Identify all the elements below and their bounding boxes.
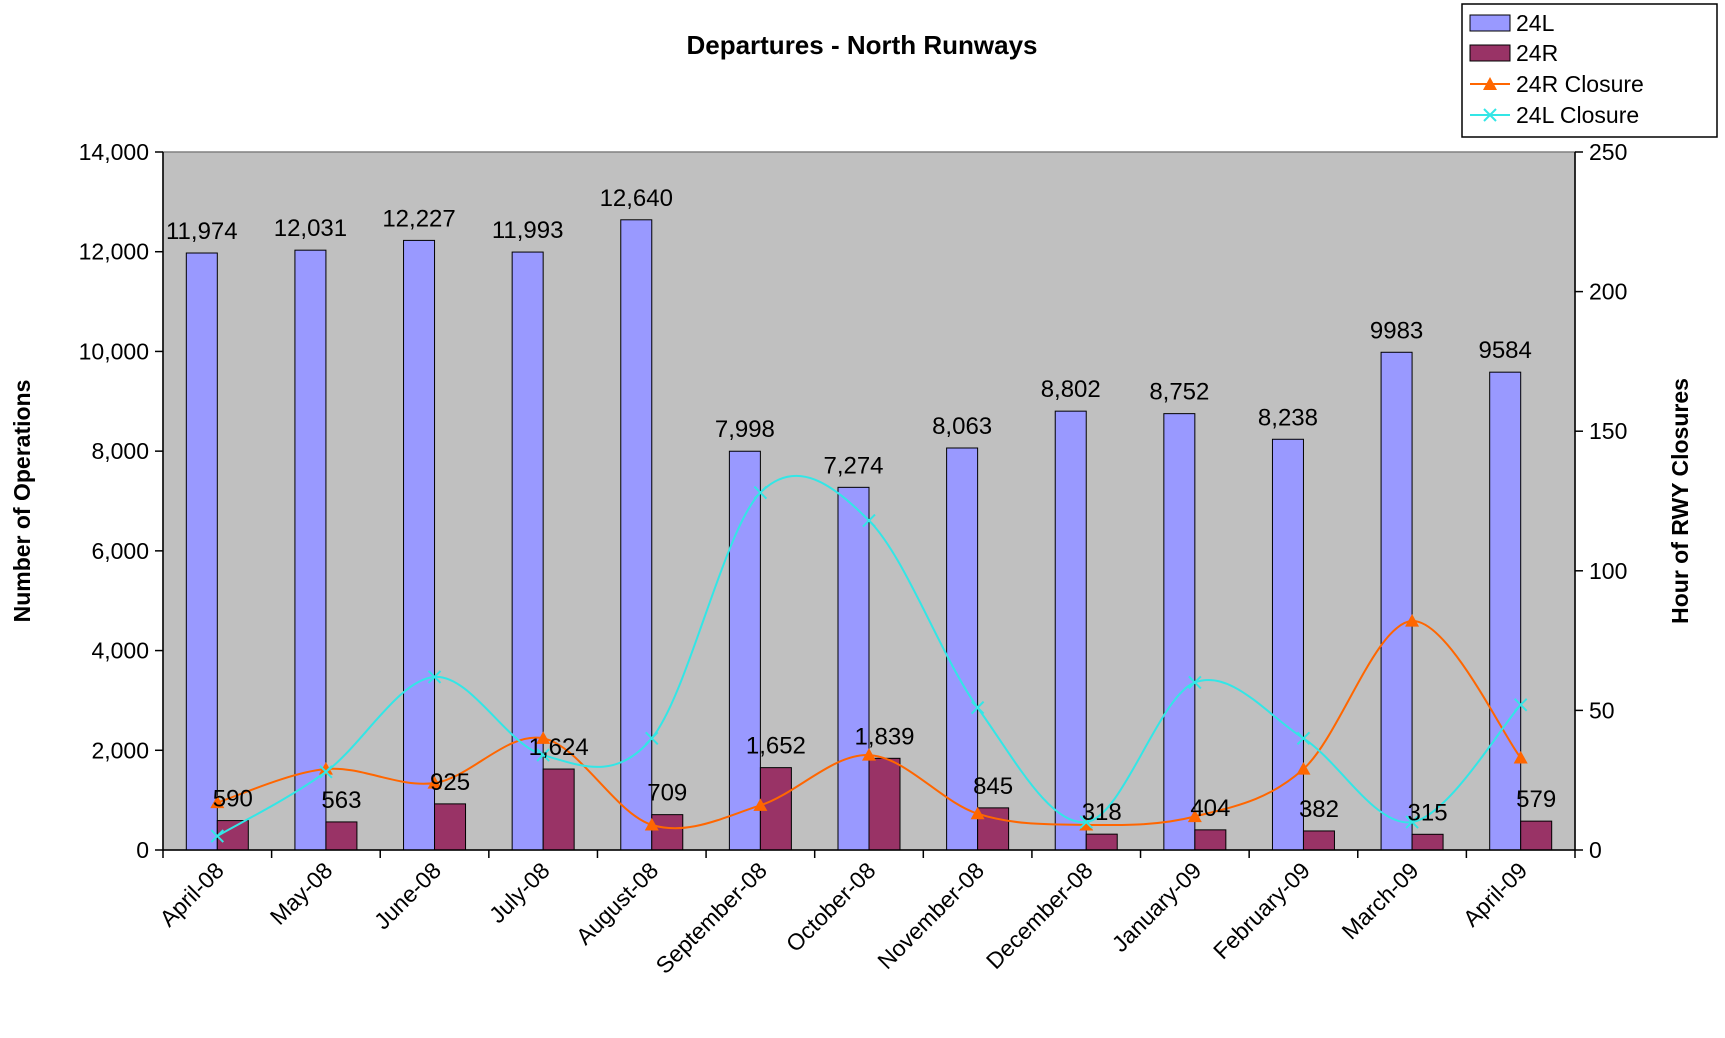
bar-24r [326, 822, 357, 850]
y-tick-label: 4,000 [91, 638, 149, 664]
legend-label: 24L Closure [1516, 102, 1639, 128]
bar-24l [1055, 411, 1086, 850]
x-tick-label: June-08 [369, 857, 446, 934]
x-tick-label: April-08 [154, 857, 228, 931]
y-tick-label: 2,000 [91, 737, 149, 763]
y2-tick-label: 0 [1589, 837, 1602, 863]
x-tick-label: September-08 [650, 857, 771, 978]
data-label-24l: 12,031 [274, 215, 347, 242]
data-label-24r: 1,652 [746, 733, 806, 760]
y-tick-label: 12,000 [79, 239, 149, 265]
bar-24r [869, 758, 900, 850]
bar-24r [1521, 821, 1552, 850]
data-label-24r: 709 [647, 780, 687, 807]
x-tick-label: October-08 [781, 857, 881, 957]
bar-24r [1303, 831, 1334, 850]
bar-24l [621, 220, 652, 850]
bar-24l [729, 451, 760, 850]
x-tick-label: August-08 [571, 857, 664, 950]
y-tick-label: 14,000 [79, 139, 149, 165]
data-label-24l: 11,993 [492, 217, 564, 244]
data-label-24l: 7,274 [823, 452, 883, 479]
data-label-24l: 7,998 [715, 416, 775, 443]
y2-tick-label: 200 [1589, 279, 1627, 305]
y2-tick-label: 250 [1589, 139, 1627, 165]
legend-swatch [1470, 45, 1510, 61]
data-label-24l: 11,974 [166, 218, 238, 245]
data-label-24r: 579 [1516, 786, 1556, 813]
data-label-24l: 8,802 [1041, 376, 1101, 403]
bar-24r [1195, 830, 1226, 850]
bar-24r [543, 769, 574, 850]
bar-24r [652, 815, 683, 850]
legend-swatch [1470, 15, 1510, 31]
y-tick-label: 8,000 [91, 438, 149, 464]
data-label-24r: 1,839 [854, 723, 914, 750]
bar-24l [1164, 414, 1195, 850]
x-tick-label: February-09 [1208, 857, 1315, 964]
y-tick-label: 0 [136, 837, 149, 863]
bar-24l [404, 240, 435, 850]
data-label-24r: 404 [1190, 795, 1230, 822]
bar-24r [1412, 834, 1443, 850]
y-tick-label: 6,000 [91, 538, 149, 564]
y2-tick-label: 100 [1589, 558, 1627, 584]
data-label-24r: 1,624 [529, 734, 589, 761]
bar-24l [1381, 352, 1412, 850]
bar-24l [295, 250, 326, 850]
x-tick-label: May-08 [265, 857, 338, 930]
data-label-24r: 845 [973, 773, 1013, 800]
data-label-24l: 8,063 [932, 413, 992, 440]
chart-title: Departures - North Runways [686, 30, 1037, 60]
data-label-24l: 9584 [1478, 337, 1531, 364]
y2-tick-label: 150 [1589, 418, 1627, 444]
legend: 24L 24R 24R Closure 24L Closure [1462, 4, 1717, 137]
legend-label: 24R Closure [1516, 71, 1644, 97]
data-label-24r: 318 [1082, 799, 1122, 826]
x-tick-label: December-08 [981, 857, 1098, 974]
data-label-24r: 563 [321, 787, 361, 814]
bar-24l [1490, 372, 1521, 850]
data-label-24r: 315 [1408, 799, 1448, 826]
bar-24l [186, 253, 217, 850]
legend-label: 24R [1516, 40, 1558, 66]
x-tick-label: March-09 [1337, 857, 1424, 944]
bar-24r [217, 821, 248, 850]
data-label-24r: 590 [213, 786, 253, 813]
bar-24r [1086, 834, 1117, 850]
bar-24l [838, 487, 869, 850]
data-label-24l: 8,752 [1149, 379, 1209, 406]
x-tick-label: July-08 [484, 857, 555, 928]
x-tick-label: January-09 [1107, 857, 1207, 957]
data-label-24r: 382 [1299, 796, 1339, 823]
y2-axis-title: Hour of RWY Closures [1667, 378, 1693, 624]
y-axis-title: Number of Operations [9, 380, 35, 623]
data-label-24r: 925 [430, 769, 470, 796]
data-label-24l: 8,238 [1258, 404, 1318, 431]
y-tick-label: 10,000 [79, 338, 149, 364]
data-label-24l: 9983 [1370, 317, 1423, 344]
y2-tick-label: 50 [1589, 697, 1615, 723]
data-label-24l: 12,227 [382, 205, 455, 232]
bar-24r [435, 804, 466, 850]
x-tick-label: November-08 [872, 857, 989, 974]
x-tick-label: April-09 [1458, 857, 1532, 931]
legend-label: 24L [1516, 10, 1555, 36]
data-label-24l: 12,640 [600, 185, 673, 212]
